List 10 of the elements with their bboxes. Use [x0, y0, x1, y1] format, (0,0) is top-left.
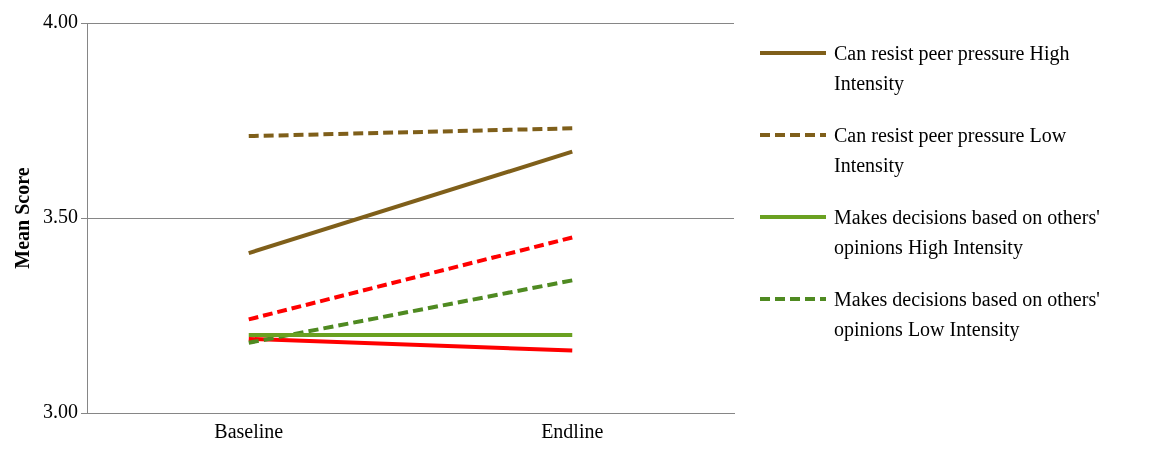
y-tick-label: 3.00	[43, 400, 78, 423]
legend-label: Can resist peer pressure Low Intensity	[834, 123, 1068, 179]
legend-label: Can resist peer pressure High Intensity	[834, 41, 1071, 97]
y-tick-label: 4.00	[43, 10, 78, 33]
x-tick-label: Endline	[541, 420, 604, 443]
legend-label: Makes decisions based on others' opinions High Intensity	[834, 205, 1101, 261]
legend-label: Makes decisions based on others' opinions Low Intensity	[834, 287, 1101, 343]
y-tick-label: 3.50	[43, 205, 78, 228]
y-axis-title: Mean Score	[11, 167, 34, 269]
x-tick-label: Baseline	[214, 420, 284, 443]
